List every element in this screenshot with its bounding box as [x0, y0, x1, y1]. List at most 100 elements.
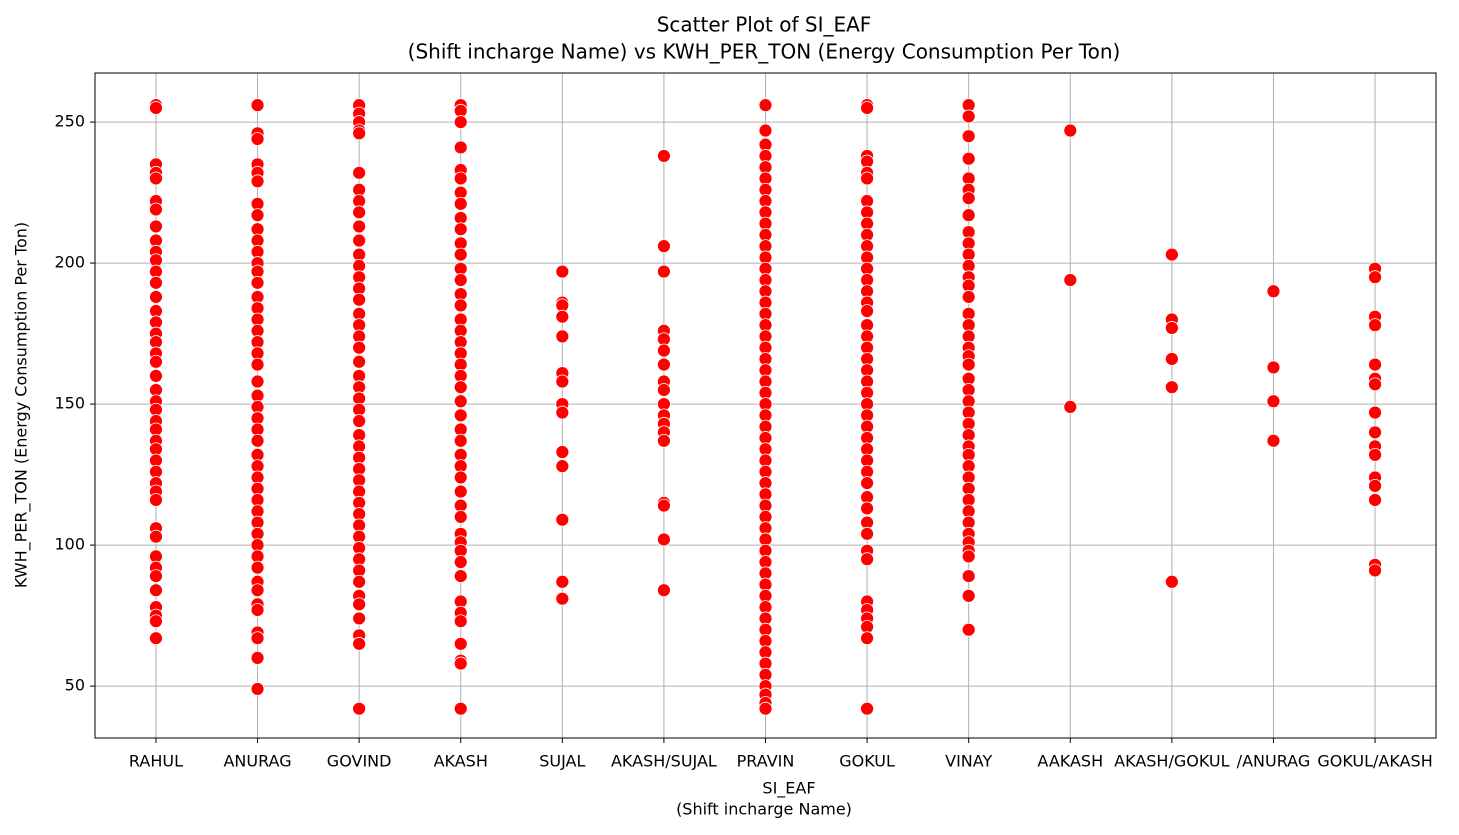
point	[250, 174, 265, 189]
point	[1368, 478, 1382, 493]
point	[250, 208, 265, 223]
x-tick-label: VINAY	[945, 752, 992, 771]
point	[352, 414, 367, 428]
point	[555, 329, 570, 344]
point	[149, 275, 163, 290]
point	[250, 631, 265, 646]
point	[1368, 318, 1382, 333]
point	[453, 656, 468, 671]
point	[250, 560, 265, 575]
point	[961, 290, 976, 304]
point	[352, 126, 367, 141]
point	[149, 631, 163, 646]
point	[250, 603, 265, 617]
point	[555, 574, 570, 589]
point	[657, 383, 671, 397]
point	[352, 233, 367, 248]
point	[1164, 380, 1179, 395]
point	[149, 202, 163, 217]
point	[352, 354, 367, 369]
point	[657, 264, 671, 279]
point	[1266, 433, 1281, 448]
point	[149, 101, 163, 115]
point	[860, 501, 874, 516]
point	[453, 555, 468, 569]
point	[453, 408, 468, 423]
point	[657, 498, 671, 513]
point	[961, 569, 976, 584]
x-tick-label: AAKASH	[1037, 752, 1103, 771]
point	[1164, 321, 1179, 335]
point	[1368, 405, 1382, 420]
point	[250, 374, 265, 389]
point	[149, 171, 163, 186]
point	[1164, 352, 1179, 366]
y-tick-label: 250	[54, 112, 85, 131]
point	[352, 611, 367, 626]
point	[1368, 425, 1382, 440]
point	[149, 290, 163, 304]
point	[860, 526, 874, 541]
point	[149, 614, 163, 629]
x-tick-label: PRAVIN	[737, 752, 795, 771]
x-tick-label: GOKUL	[839, 752, 895, 771]
point	[555, 591, 570, 606]
point	[250, 275, 265, 290]
point	[149, 583, 163, 598]
point	[1368, 447, 1382, 462]
point	[961, 208, 976, 223]
point	[453, 394, 468, 409]
point	[860, 631, 874, 646]
x-tick-label: SUJAL	[539, 752, 585, 771]
point	[1266, 394, 1281, 409]
point	[250, 583, 265, 598]
point	[657, 357, 671, 372]
point	[149, 569, 163, 584]
point	[352, 205, 367, 220]
point	[352, 701, 367, 716]
point	[1164, 574, 1179, 589]
point	[1368, 357, 1382, 372]
point	[1368, 493, 1382, 507]
point	[250, 651, 265, 665]
chart-title: (Shift incharge Name) vs KWH_PER_TON (En…	[408, 40, 1121, 64]
point	[453, 701, 468, 716]
point	[352, 219, 367, 234]
point	[453, 470, 468, 485]
point	[453, 171, 468, 186]
point	[250, 98, 265, 113]
point	[453, 140, 468, 155]
point	[1368, 563, 1382, 578]
point	[1164, 247, 1179, 262]
point	[453, 636, 468, 651]
point	[860, 101, 874, 115]
point	[352, 597, 367, 612]
point	[453, 222, 468, 237]
x-tick-label: /ANURAG	[1237, 752, 1311, 771]
x-tick-label: RAHUL	[129, 752, 183, 771]
point	[961, 151, 976, 166]
point	[657, 433, 671, 448]
point	[657, 239, 671, 254]
point	[961, 191, 976, 206]
point	[555, 512, 570, 527]
point	[657, 583, 671, 598]
point	[352, 340, 367, 355]
y-tick-label: 200	[54, 253, 85, 272]
point	[860, 304, 874, 318]
point	[250, 433, 265, 448]
point	[961, 357, 976, 372]
y-tick-label: 150	[54, 394, 85, 413]
y-tick-label: 50	[65, 676, 85, 695]
chart-title: Scatter Plot of SI_EAF	[657, 13, 872, 37]
point	[860, 171, 874, 186]
point	[1368, 270, 1382, 285]
point	[453, 196, 468, 211]
point	[149, 368, 163, 383]
point	[657, 532, 671, 547]
point	[860, 701, 874, 716]
point	[453, 509, 468, 524]
point	[149, 354, 163, 369]
point	[961, 109, 976, 124]
point	[250, 132, 265, 146]
